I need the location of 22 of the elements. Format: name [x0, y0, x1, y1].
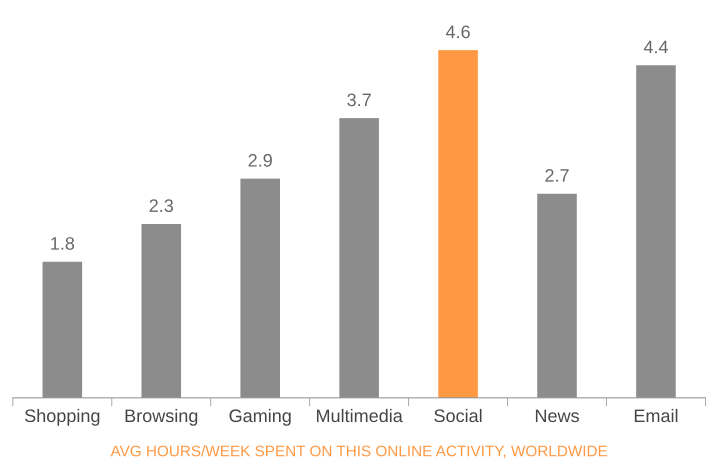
data-label: 2.9 — [248, 154, 272, 167]
data-label: 4.4 — [644, 40, 668, 54]
data-label: 4.6 — [446, 25, 470, 38]
x-axis-title: AVG HOURS/WEEK SPENT ON THIS ONLINE ACTIVITY, WORLDWIDE — [110, 445, 608, 458]
data-label: 1.8 — [51, 237, 74, 250]
bar — [537, 194, 577, 398]
x-tick-label: Social — [434, 408, 482, 422]
bar — [636, 65, 676, 398]
data-label: 2.7 — [545, 169, 569, 182]
data-label: 3.7 — [347, 93, 371, 106]
bar — [438, 50, 478, 398]
x-tick-label: News — [536, 410, 579, 422]
x-tick-label: Browsing — [126, 408, 198, 426]
x-tick-label: Shopping — [24, 408, 100, 426]
bar — [141, 224, 182, 398]
data-label: 2.3 — [150, 199, 174, 212]
x-tick-label: Email — [634, 408, 678, 422]
x-tick-label: Gaming — [230, 408, 291, 426]
bar — [339, 118, 379, 398]
x-tick-label: Multimedia — [316, 408, 403, 422]
bar — [42, 262, 82, 398]
bar — [240, 178, 280, 398]
